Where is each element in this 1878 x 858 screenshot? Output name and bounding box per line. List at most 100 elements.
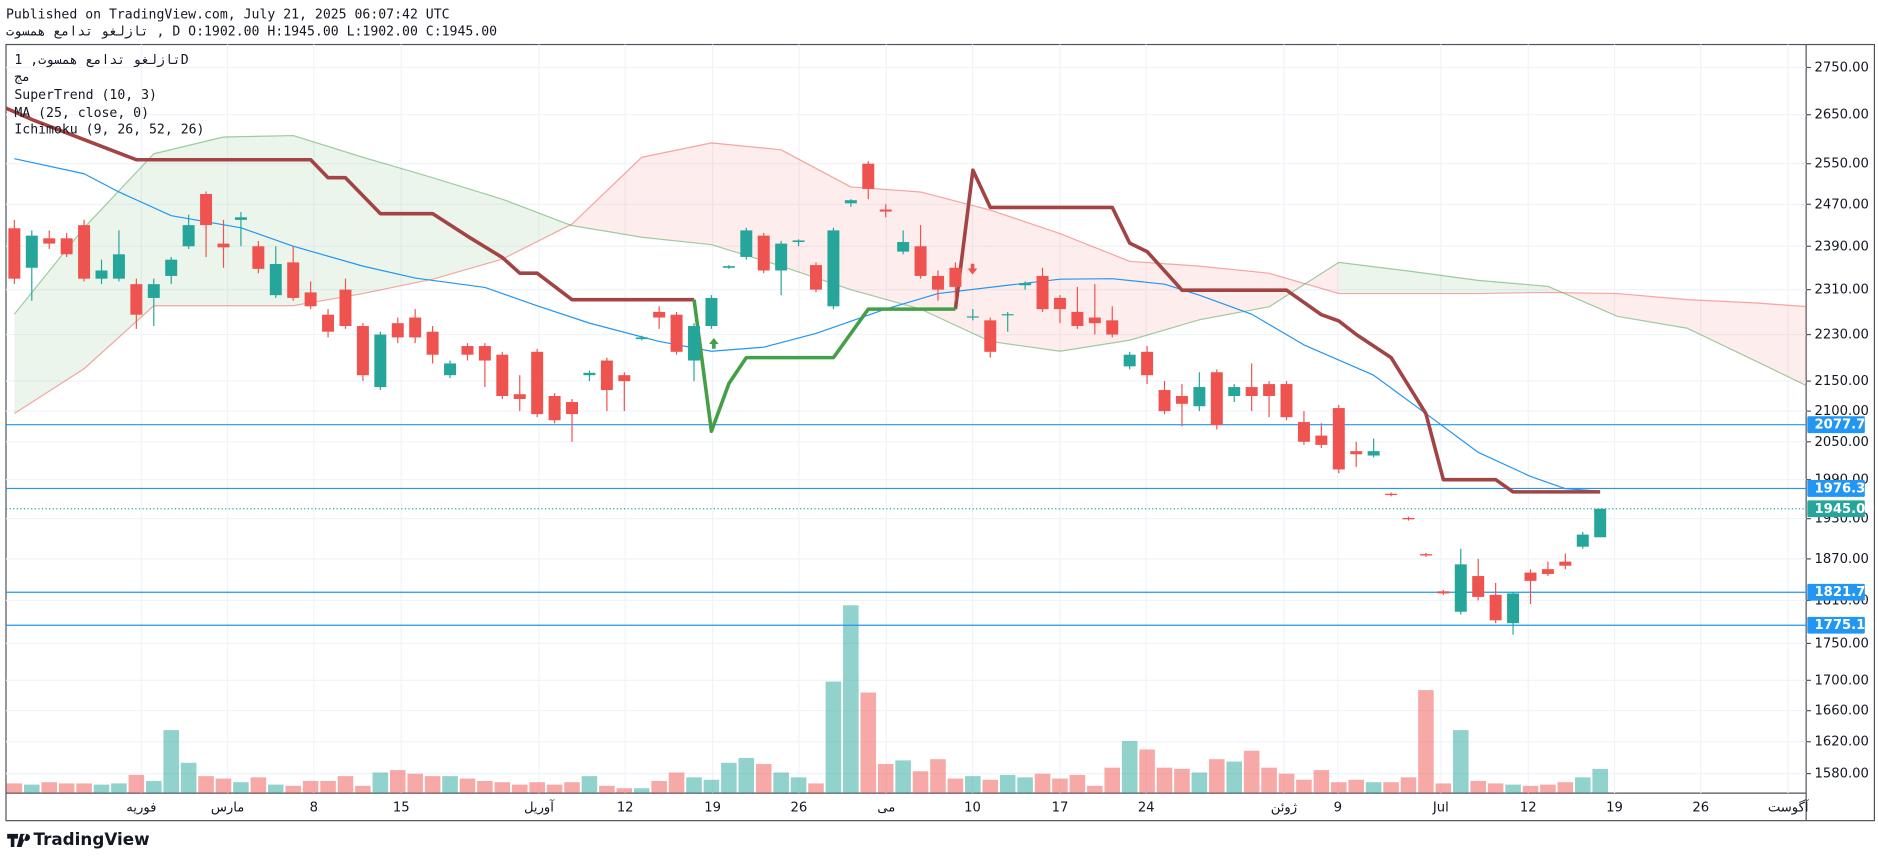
- volume-bar: [1174, 768, 1190, 794]
- candle-body: [583, 372, 596, 376]
- candle-body: [1472, 576, 1485, 597]
- volume-bar: [76, 783, 92, 794]
- candle-body: [1263, 384, 1276, 397]
- volume-bar: [668, 772, 685, 794]
- y-tick-label: 1870.00: [1815, 552, 1869, 567]
- candle-body: [1594, 508, 1607, 538]
- volume-bar: [1017, 777, 1033, 794]
- ma-line: [14, 158, 1601, 492]
- candle-body: [200, 194, 213, 226]
- candle-body: [862, 163, 875, 189]
- price-line-label-bg: [1807, 583, 1865, 601]
- candle-body: [757, 235, 770, 271]
- price-line-label: 1775.10: [1815, 618, 1875, 633]
- frame: [5, 43, 1876, 822]
- volume-bar: [912, 771, 929, 794]
- volume-bar: [198, 776, 214, 794]
- candle-body: [496, 354, 509, 397]
- candle-body: [966, 316, 979, 318]
- volume-bar: [1365, 782, 1382, 794]
- candle-body: [1001, 314, 1014, 316]
- candle-body: [670, 314, 683, 352]
- x-tick-label: آوریل: [524, 798, 555, 815]
- volume-bar: [407, 773, 423, 794]
- volume-bar: [1052, 778, 1068, 794]
- volume-bar: [877, 764, 894, 794]
- x-tick-label: 26: [1692, 800, 1709, 815]
- volume-bar: [215, 778, 232, 794]
- candle-body: [374, 334, 387, 388]
- candle-body: [548, 396, 561, 421]
- volume-bar: [773, 772, 789, 794]
- candle-body: [1332, 408, 1345, 470]
- y-tick-label: 1660.00: [1815, 704, 1869, 719]
- supertrend-up: [692, 299, 956, 434]
- candle-body: [1123, 354, 1136, 367]
- volume-bar: [930, 759, 946, 794]
- volume-bar: [1069, 774, 1086, 794]
- candle-body: [1454, 564, 1467, 612]
- volume-bar: [1296, 779, 1312, 794]
- volume-bar: [1348, 779, 1365, 794]
- cloud-fill: [850, 186, 921, 310]
- published: Published on TradingView.com, July 21, 2…: [6, 8, 450, 23]
- volume-bar: [738, 757, 755, 794]
- candle-body: [1228, 387, 1241, 397]
- volume-bar: [860, 692, 877, 794]
- price-line-label: 1976.31: [1815, 481, 1875, 496]
- candle-body: [1437, 591, 1450, 594]
- candle-body: [827, 230, 840, 307]
- volume-bar: [58, 783, 75, 794]
- candle-body: [984, 320, 997, 352]
- volume-bar: [721, 762, 737, 794]
- candle-body: [1019, 283, 1032, 286]
- volume-bar: [320, 780, 336, 794]
- y-tick-label: 1580.00: [1815, 767, 1869, 782]
- volume-bar: [843, 605, 859, 794]
- candle-body: [112, 254, 125, 279]
- volume-bar: [41, 782, 58, 794]
- candle-body: [879, 209, 892, 212]
- volume-bar: [285, 785, 301, 794]
- cloud-fill: [14, 227, 85, 414]
- candle-body: [339, 289, 352, 327]
- y-tick-label: 2470.00: [1815, 197, 1869, 212]
- y-tick-label: 1750.00: [1815, 636, 1869, 651]
- buy-signal: [709, 337, 719, 349]
- brand-logo: [7, 833, 31, 847]
- x-tick-label: 26: [790, 800, 807, 815]
- candle-body: [740, 230, 753, 257]
- x-tick-label: Jul: [1432, 800, 1449, 815]
- x-tick-label: 8: [310, 800, 318, 815]
- candle-body: [1210, 372, 1223, 426]
- volume-bar: [529, 782, 545, 794]
- candle-body: [792, 240, 805, 243]
- volume-bar: [1034, 773, 1051, 794]
- volume-bar: [1487, 783, 1504, 794]
- volume-bar: [1540, 784, 1556, 794]
- volume-bar: [1452, 730, 1469, 794]
- legend-supertrend: SuperTrend (10, 3): [14, 88, 157, 103]
- candle-body: [1245, 387, 1258, 397]
- y-tick-label: 1700.00: [1815, 673, 1869, 688]
- cloud-fill: [1757, 302, 1807, 386]
- volume-bar: [459, 778, 476, 794]
- price-line-label-bg: [1807, 616, 1865, 634]
- volume-bar: [1435, 783, 1452, 794]
- candle-body: [931, 275, 944, 290]
- price-line-label-bg: [1807, 416, 1865, 434]
- x-tick-label: 12: [1520, 800, 1537, 815]
- volume-bar: [564, 782, 580, 794]
- supertrend-down: [5, 106, 1601, 494]
- candle-body: [1158, 390, 1171, 412]
- volume-bar: [1261, 767, 1277, 794]
- volume-bar: [146, 780, 162, 794]
- volume-bar: [424, 776, 441, 794]
- x-tick-label: 12: [617, 800, 634, 815]
- candle-body: [1106, 320, 1119, 335]
- cloud-fill: [641, 142, 712, 245]
- candle-body: [1071, 311, 1084, 327]
- candle-body: [722, 266, 735, 268]
- y-tick-label: 1620.00: [1815, 735, 1869, 750]
